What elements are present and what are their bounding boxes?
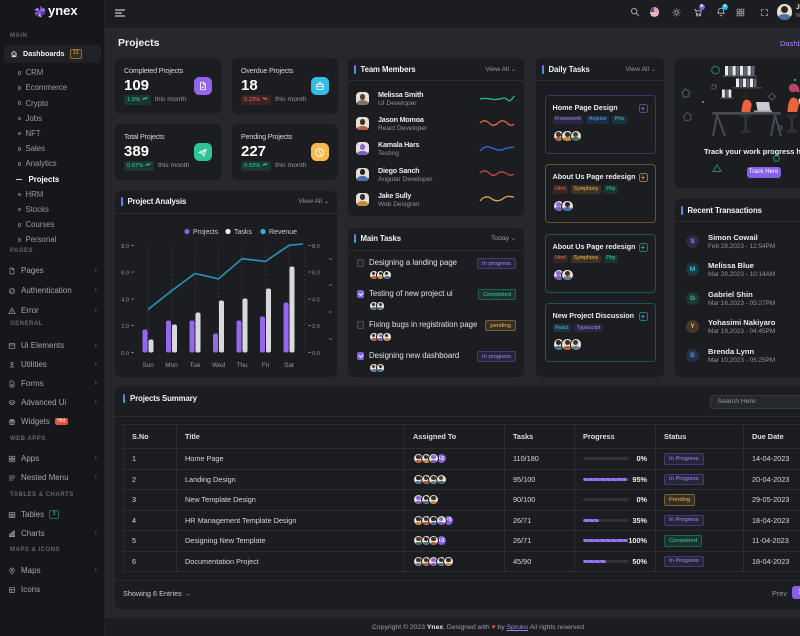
svg-text:8.0: 8.0 xyxy=(121,244,129,250)
svg-text:0.0: 0.0 xyxy=(121,351,129,357)
svg-text:Projects: Projects xyxy=(193,229,219,236)
svg-text:Fri: Fri xyxy=(262,362,269,369)
svg-text:Tasks: Tasks xyxy=(234,229,252,236)
svg-text:Sun: Sun xyxy=(142,362,154,369)
svg-text:Revenue: Revenue xyxy=(269,229,297,236)
svg-text:0.0: 0.0 xyxy=(312,351,320,357)
svg-text:2.0: 2.0 xyxy=(312,324,320,330)
svg-text:2.0: 2.0 xyxy=(121,324,129,330)
svg-text:8.0: 8.0 xyxy=(312,244,320,250)
svg-text:6.0: 6.0 xyxy=(312,270,320,276)
svg-text:6.0: 6.0 xyxy=(121,270,129,276)
svg-text:4.0: 4.0 xyxy=(312,297,320,303)
svg-text:4.0: 4.0 xyxy=(121,297,129,303)
svg-text:Sat: Sat xyxy=(284,362,294,369)
svg-text:Thu: Thu xyxy=(236,362,247,369)
svg-text:Tue: Tue xyxy=(190,362,201,369)
svg-text:Mon: Mon xyxy=(165,362,178,369)
svg-text:Wed: Wed xyxy=(212,362,225,369)
